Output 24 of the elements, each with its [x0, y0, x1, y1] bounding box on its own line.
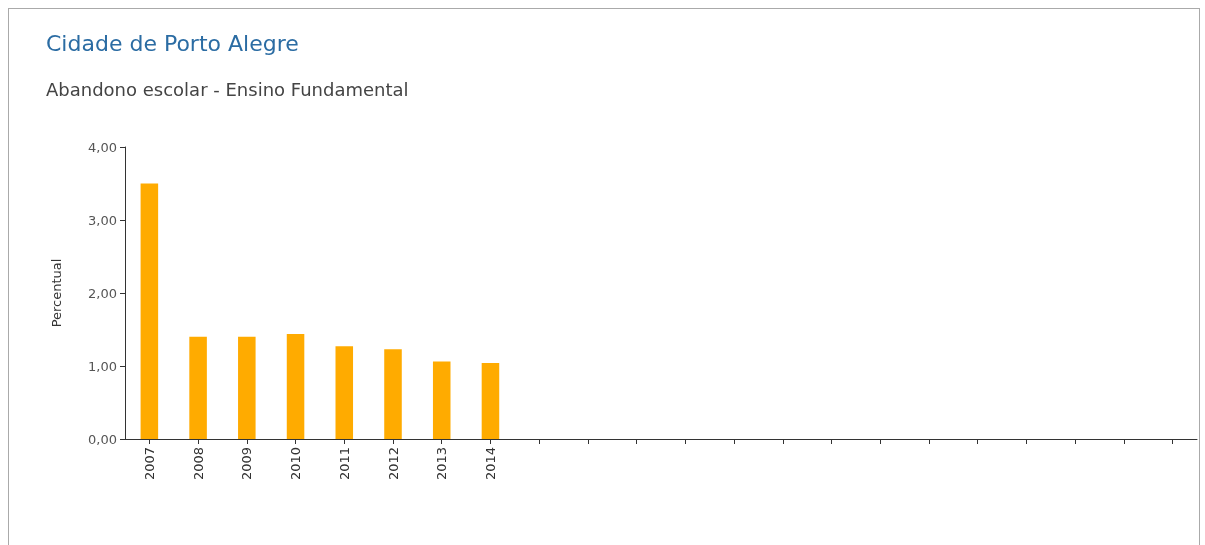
y-tick-label: 4,00 — [88, 139, 117, 155]
bar — [335, 346, 354, 439]
x-tick-label: 2007 — [141, 447, 157, 481]
x-tick-label: 2010 — [288, 447, 304, 481]
bar — [238, 336, 256, 439]
bar — [140, 183, 159, 439]
y-tick-label: 3,00 — [88, 212, 117, 228]
y-axis-title: Percentual — [49, 258, 64, 328]
chart-subtitle: Abandono escolar - Ensino Fundamental — [46, 78, 409, 100]
x-tick-label: 2009 — [239, 447, 255, 481]
bar — [286, 333, 305, 439]
x-tick-label: 2014 — [482, 447, 498, 481]
y-tick-label: 0,00 — [88, 431, 117, 447]
y-tick-label: 2,00 — [88, 285, 117, 301]
x-tick-label: 2008 — [190, 447, 206, 481]
chart-title: Cidade de Porto Alegre — [46, 30, 299, 56]
x-tick-label: 2012 — [385, 447, 401, 481]
y-tick-label: 1,00 — [88, 358, 117, 374]
bar — [432, 361, 451, 439]
x-tick-label: 2011 — [336, 447, 352, 481]
bar — [189, 336, 207, 439]
x-tick-label: 2013 — [434, 447, 450, 481]
bar — [481, 363, 500, 439]
bar — [384, 349, 402, 439]
